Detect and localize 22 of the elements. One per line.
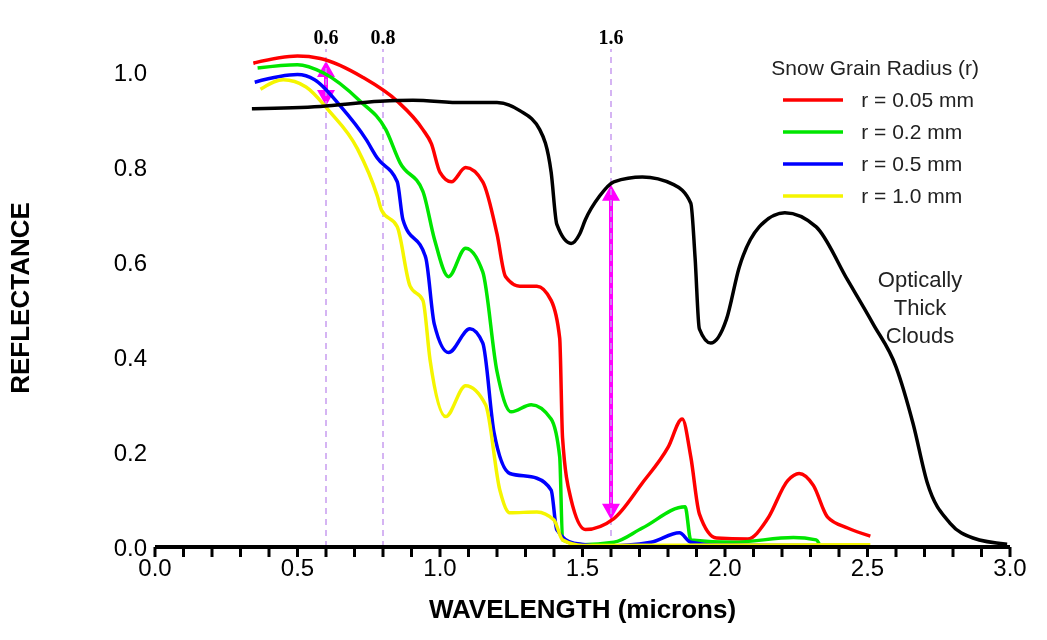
x-axis-title: WAVELENGTH (microns) xyxy=(428,594,737,624)
ref-line-label: 0.8 xyxy=(370,26,396,48)
ref-line-label: 0.6 xyxy=(313,26,339,48)
x-tick-label: 2.0 xyxy=(708,554,742,582)
legend-label: r = 1.0 mm xyxy=(861,184,963,208)
x-tick-label: 2.5 xyxy=(850,554,885,582)
annotation: Optically Thick Clouds xyxy=(876,266,964,350)
x-tick-label: 0.5 xyxy=(280,554,315,582)
legend-label: r = 0.05 mm xyxy=(861,88,974,112)
ref-line-label: 1.6 xyxy=(598,26,624,48)
legend-label: r = 0.5 mm xyxy=(861,152,963,176)
x-tick-label: 1.0 xyxy=(423,554,457,582)
y-tick-label: 0.6 xyxy=(113,248,147,276)
x-tick-label: 3.0 xyxy=(993,554,1027,582)
y-tick-label: 1.0 xyxy=(113,59,147,87)
y-tick-label: 0.8 xyxy=(113,154,147,182)
y-tick-label: 0.2 xyxy=(113,438,147,466)
y-tick-label: 0.4 xyxy=(113,343,147,371)
legend-title: Snow Grain Radius (r) xyxy=(771,56,979,80)
x-tick-label: 1.5 xyxy=(565,554,600,582)
legend-label: r = 0.2 mm xyxy=(861,120,963,144)
y-axis-title: REFLECTANCE xyxy=(5,202,36,394)
